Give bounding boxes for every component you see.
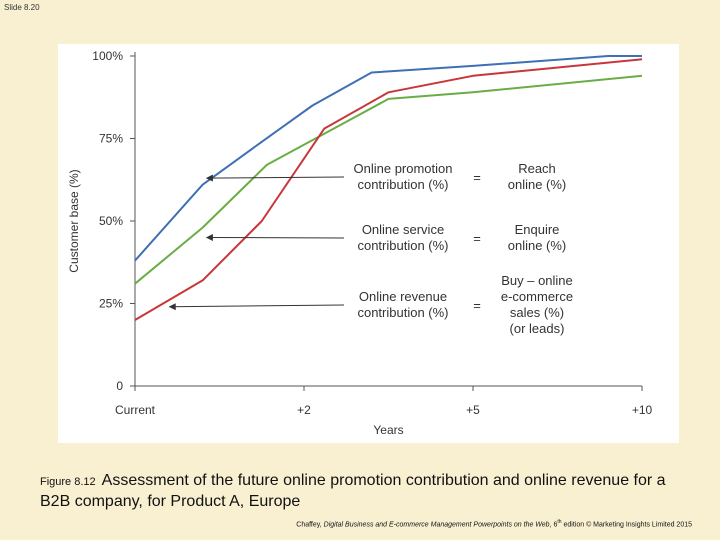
series-line-2	[134, 74, 643, 285]
annotation-left-text: Online promotion	[354, 161, 453, 176]
annotation-right-text: online (%)	[508, 177, 567, 192]
annotation-left-text: contribution (%)	[357, 305, 448, 320]
series-line-3	[134, 58, 643, 321]
annotation-left-text: contribution (%)	[357, 238, 448, 253]
annotation-right-text: (or leads)	[510, 321, 565, 336]
annotation-arrow-3	[168, 303, 345, 311]
figure-label: Figure 8.12	[40, 476, 96, 488]
annotation-right-text: Enquire	[515, 222, 560, 237]
figure-caption: Figure 8.12 Assessment of the future onli…	[40, 471, 680, 512]
y-tick-label: 25%	[99, 297, 123, 311]
y-tick-label: 100%	[92, 49, 123, 63]
annotation-left-text: Online service	[362, 222, 444, 237]
x-tick-label: +10	[632, 403, 653, 417]
annotation-right-text: sales (%)	[510, 305, 564, 320]
annotation-right-text: online (%)	[508, 238, 567, 253]
source-credit: Chaffey, Digital Business and E-commerce…	[296, 519, 692, 528]
credit-edition-sup: th	[557, 519, 562, 525]
line-chart: 0 25% 50% 75% 100% Current +2 +5 +10 Years Custome…	[67, 49, 653, 437]
x-tick-label: +2	[297, 403, 311, 417]
credit-title: Digital Business and E-commerce Manageme…	[323, 521, 550, 529]
annotation-left-text: Online revenue	[359, 289, 447, 304]
y-tick-label: 75%	[99, 132, 123, 146]
y-tick-label: 50%	[99, 214, 123, 228]
slide-label: Slide 8.20	[4, 3, 40, 12]
x-axis-title: Years	[373, 423, 403, 437]
y-axis-title: Customer base (%)	[67, 169, 81, 272]
chart-panel: 0 25% 50% 75% 100% Current +2 +5 +10 Years Custome…	[58, 44, 679, 443]
y-tick-label: 0	[116, 379, 123, 393]
annotation-equals: =	[473, 298, 481, 313]
x-tick-label: +5	[466, 403, 480, 417]
credit-copyright: edition © Marketing Insights Limited 201…	[561, 521, 692, 529]
annotation-left-text: contribution (%)	[357, 177, 448, 192]
annotation-equals: =	[473, 231, 481, 246]
credit-author: Chaffey,	[296, 521, 324, 529]
annotation-right-text: Reach	[518, 161, 556, 176]
annotation-right-text: Buy – online	[501, 273, 573, 288]
x-tick-label: Current	[115, 403, 156, 417]
caption-text: Assessment of the future online promotio…	[40, 472, 666, 510]
credit-edition: , 6	[549, 521, 558, 529]
annotation-arrow-2	[205, 234, 345, 242]
annotation-equals: =	[473, 170, 481, 185]
annotation-right-text: e-commerce	[501, 289, 573, 304]
annotation-arrow-1	[205, 174, 345, 182]
